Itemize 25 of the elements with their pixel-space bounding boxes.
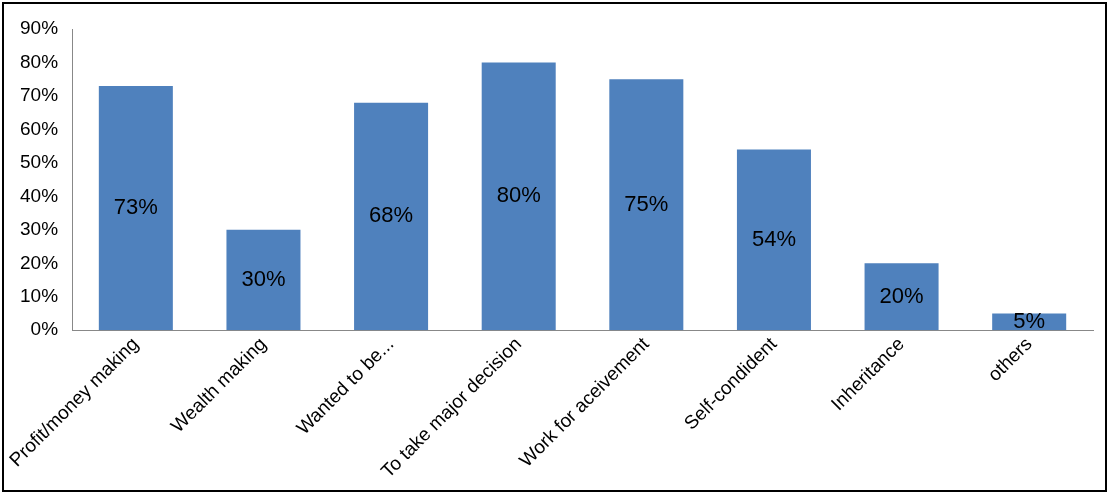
y-tick-label: 20% xyxy=(20,251,59,273)
y-tick-label: 70% xyxy=(20,84,59,106)
y-tick-label: 90% xyxy=(20,17,59,39)
data-label: 68% xyxy=(369,202,414,228)
data-label: 80% xyxy=(496,182,541,208)
data-label: 73% xyxy=(113,194,158,220)
bar xyxy=(736,149,811,331)
y-tick-label: 80% xyxy=(20,50,59,72)
y-tick-label: 0% xyxy=(30,318,59,340)
data-label: 5% xyxy=(1013,307,1046,333)
bar xyxy=(864,263,939,331)
bar xyxy=(354,102,429,331)
y-tick-label: 40% xyxy=(20,184,59,206)
bar xyxy=(609,79,684,331)
bar xyxy=(481,62,556,331)
bar xyxy=(226,229,301,331)
bar xyxy=(98,85,173,331)
y-tick-label: 10% xyxy=(20,284,59,306)
data-label: 20% xyxy=(879,282,924,308)
y-tick-label: 50% xyxy=(20,151,59,173)
data-label: 54% xyxy=(751,225,796,251)
data-label: 30% xyxy=(241,266,286,292)
y-tick-label: 30% xyxy=(20,218,59,240)
y-tick-label: 60% xyxy=(20,117,59,139)
data-label: 75% xyxy=(624,190,669,216)
